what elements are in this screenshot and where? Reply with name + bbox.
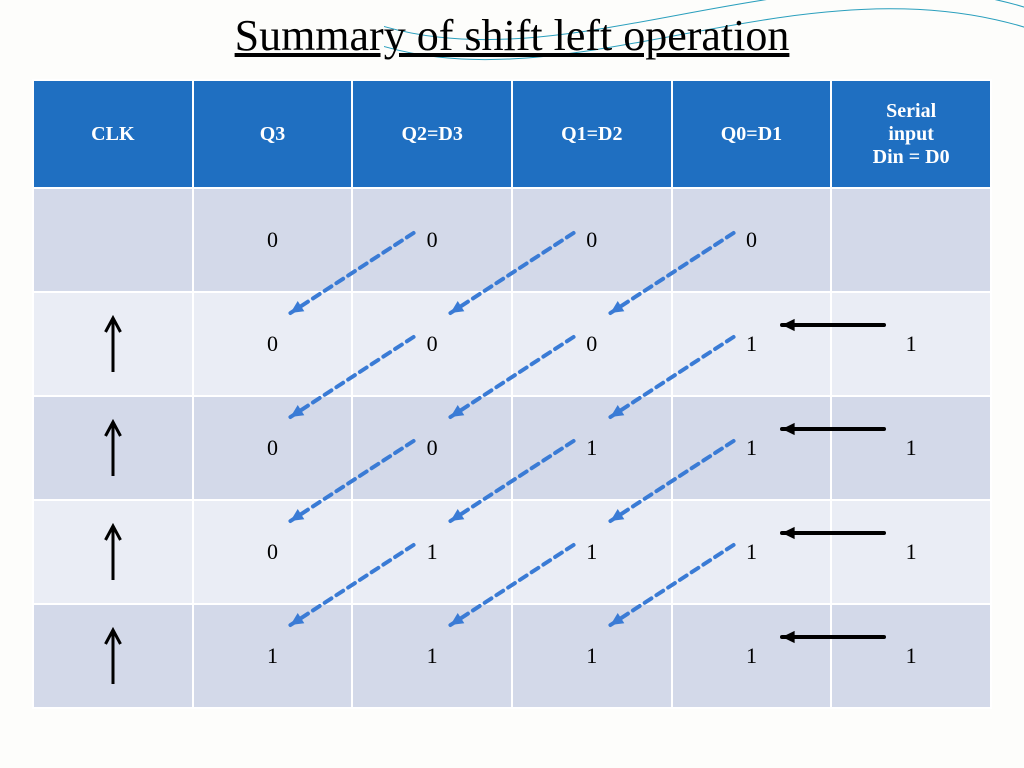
- data-cell: 1: [831, 396, 991, 500]
- data-cell: 1: [672, 292, 832, 396]
- data-cell: 0: [352, 292, 512, 396]
- data-cell: 1: [831, 500, 991, 604]
- col-header-3: Q1=D2: [512, 80, 672, 188]
- table-row: 00111: [33, 396, 991, 500]
- data-cell: 1: [512, 396, 672, 500]
- col-header-label: SerialinputDin = D0: [873, 100, 950, 168]
- data-cell: 1: [512, 604, 672, 708]
- data-cell: 0: [193, 188, 353, 292]
- clk-cell: [33, 292, 193, 396]
- data-cell: 1: [193, 604, 353, 708]
- data-cell: [831, 188, 991, 292]
- data-cell: 0: [512, 292, 672, 396]
- clk-up-arrow-icon: [93, 310, 133, 378]
- col-header-2: Q2=D3: [352, 80, 512, 188]
- data-cell: 0: [193, 292, 353, 396]
- clk-cell: [33, 396, 193, 500]
- table-row: 01111: [33, 500, 991, 604]
- table-container: CLKQ3Q2=D3Q1=D2Q0=D1SerialinputDin = D0 …: [32, 79, 992, 709]
- clk-cell: [33, 500, 193, 604]
- shift-left-table: CLKQ3Q2=D3Q1=D2Q0=D1SerialinputDin = D0 …: [32, 79, 992, 709]
- data-cell: 0: [512, 188, 672, 292]
- data-cell: 1: [512, 500, 672, 604]
- wave-fill-back: [384, 0, 1024, 10]
- data-cell: 1: [831, 604, 991, 708]
- clk-up-arrow-icon: [93, 414, 133, 482]
- col-header-4: Q0=D1: [672, 80, 832, 188]
- data-cell: 0: [352, 396, 512, 500]
- data-cell: 1: [352, 500, 512, 604]
- page-title: Summary of shift left operation: [0, 10, 1024, 61]
- data-cell: 1: [831, 292, 991, 396]
- col-header-1: Q3: [193, 80, 353, 188]
- clk-up-arrow-icon: [93, 518, 133, 586]
- col-header-0: CLK: [33, 80, 193, 188]
- data-cell: 0: [352, 188, 512, 292]
- data-cell: 0: [193, 500, 353, 604]
- data-cell: 1: [672, 396, 832, 500]
- table-row: 0000: [33, 188, 991, 292]
- table-row: 11111: [33, 604, 991, 708]
- clk-cell: [33, 188, 193, 292]
- data-cell: 0: [672, 188, 832, 292]
- data-cell: 1: [672, 604, 832, 708]
- clk-up-arrow-icon: [93, 622, 133, 690]
- data-cell: 1: [672, 500, 832, 604]
- table-row: 00011: [33, 292, 991, 396]
- data-cell: 1: [352, 604, 512, 708]
- col-header-5: SerialinputDin = D0: [831, 80, 991, 188]
- data-cell: 0: [193, 396, 353, 500]
- clk-cell: [33, 604, 193, 708]
